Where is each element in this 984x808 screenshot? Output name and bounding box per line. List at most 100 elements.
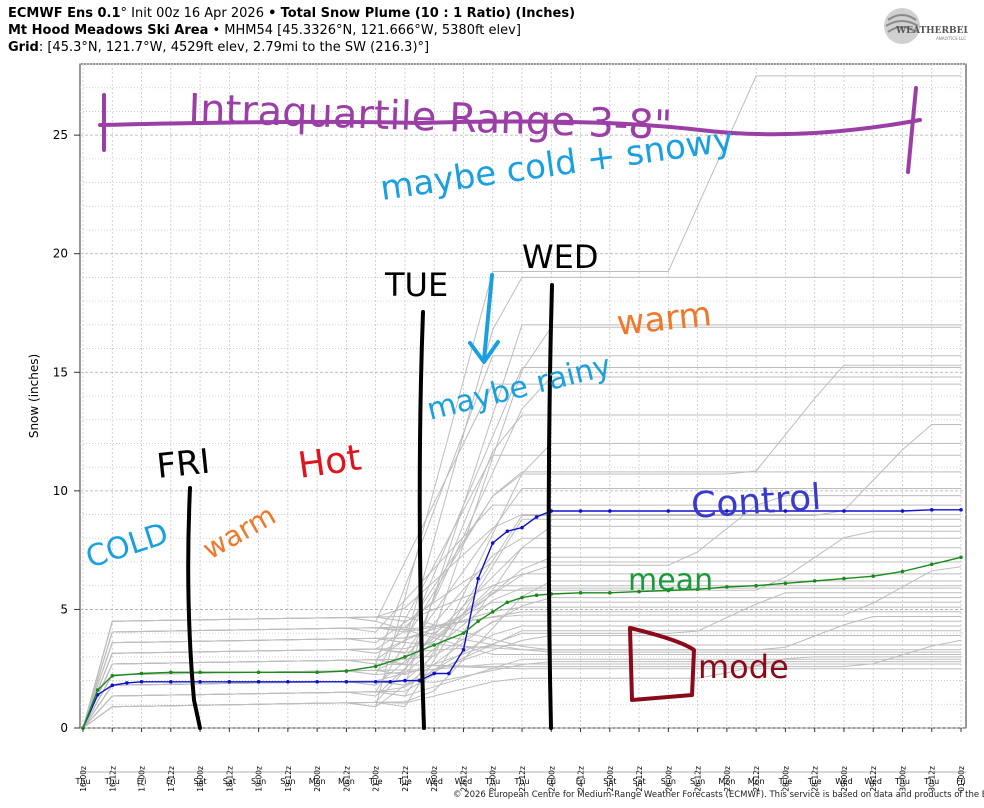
mean-point [637,589,641,594]
x-tick-label: 01-00z [957,766,966,792]
x-tick-label: 28-12z [811,766,820,792]
x-day-label: Fri [576,777,586,786]
logo-swoosh [885,14,919,33]
mean-point [505,600,510,605]
control-point [256,679,261,684]
x-tick-label: 21-12z [401,766,410,792]
y-tick-label: 20 [53,247,68,261]
mean-point [871,574,875,579]
x-day-label: Thu [104,777,120,786]
control-point [373,679,378,684]
fri-day-line [186,486,202,730]
x-tick-label: 30-12z [928,766,937,792]
copyright-footer: © 2026 European Centre for Medium-Range … [453,790,984,800]
x-day-label: Sun [690,777,705,786]
control-point [490,541,495,545]
y-tick-label: 10 [53,484,68,498]
control-point [227,679,232,684]
x-tick-label: 24-12z [577,766,586,792]
x-day-label: Tue [778,777,793,786]
x-tick-label: 28-00z [781,766,790,792]
control-point [286,679,290,684]
member-line [82,616,961,729]
x-tick-label: 18-00z [196,766,205,792]
y-axis-label: Snow (inches) [27,354,41,438]
mean-point [110,674,115,678]
x-day-label: Wed [835,777,852,786]
x-tick-label: 27-00z [723,766,732,792]
member-line [82,659,961,729]
grid-label: Grid [8,40,39,55]
x-tick-label: 19-00z [255,766,264,792]
y-tick-label: 5 [60,602,68,616]
x-tick-label: 26-00z [664,766,673,792]
x-day-label: Tue [807,777,822,786]
control-point [344,679,349,684]
mean-point [432,643,437,647]
control-point [432,671,437,676]
control-point [505,529,510,533]
control-point [534,515,539,519]
x-day-label: Mon [338,777,355,786]
x-tick-label: 25-00z [606,766,615,792]
mean-point [476,619,480,624]
x-tick-label: 24-00z [547,766,556,792]
control-point [959,508,963,512]
x-day-label: Wed [864,777,881,786]
degree-mark: ° [120,6,128,21]
x-tick-label: 20-00z [313,766,322,792]
mean-point [403,655,407,659]
annotation-tue: TUE [384,266,448,304]
control-point [315,679,319,684]
x-day-label: Mon [748,777,765,786]
annotation-warm-2: warm [615,294,714,344]
x-tick-label: 17-00z [138,766,147,792]
control-point [169,679,173,684]
x-tick-label: 29-12z [869,766,878,792]
grid-detail: : [45.3°N, 121.7°W, 4529ft elev, 2.79mi … [38,40,430,55]
mean-point [198,670,202,675]
mean-point [373,664,378,669]
annotation-mean: mean [628,563,713,598]
mean-point [666,588,671,593]
control-point [578,509,583,513]
member-line [82,658,961,729]
control-point [388,679,393,684]
down-arrow [468,273,500,364]
annotation-control: Control [690,477,823,527]
location-separator: • [212,23,221,38]
y-tick-label: 15 [53,365,68,379]
logo-subtext: ANALYTICS LLC [936,36,966,41]
x-tick-label: 16-00z [79,766,88,792]
control-point [666,509,671,513]
x-tick-label: 30-00z [898,766,907,792]
title-separator: • [268,6,277,21]
mean-point [139,671,144,676]
mode-box [628,626,696,702]
x-tick-label: 27-12z [752,766,761,792]
mean-point [256,670,261,675]
product-title: Total Snow Plume (10 : 1 Ratio) (Inches) [280,6,576,21]
wed-day-line [546,283,554,730]
x-day-label: Mon [309,777,326,786]
tue-day-line [417,310,426,730]
mean-point [490,610,495,614]
x-day-label: Thu [513,777,529,786]
x-day-label: Thu [894,777,910,786]
mean-point [695,587,700,592]
x-day-label: Wed [455,777,472,786]
mean-point [929,562,934,567]
member-line [82,626,961,729]
x-tick-label: 23-00z [489,766,498,792]
x-tick-label: 17-12z [167,766,176,792]
x-day-label: Thu [923,777,939,786]
x-tick-label: 23-12z [518,766,527,792]
x-day-label: Fri [956,777,966,786]
init-time: Init 00z 16 Apr 2026 [131,6,264,21]
annotation-mode: mode [698,648,789,686]
mean-point [344,669,349,673]
mean-point [95,688,100,692]
x-day-label: Fri [166,777,176,786]
mean-point [812,579,817,583]
